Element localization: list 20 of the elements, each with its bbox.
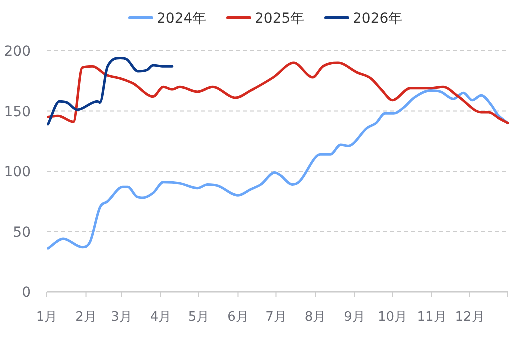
x-tick-label: 2月 (76, 310, 97, 325)
legend-label: 2025年 (255, 11, 305, 27)
x-tick-label: 9月 (344, 310, 366, 325)
x-tick-label: 11月 (417, 310, 447, 325)
x-tick-label: 6月 (228, 310, 249, 325)
x-tick-label: 10月 (378, 310, 408, 325)
legend-label: 2024年 (157, 11, 207, 27)
y-tick-label: 100 (4, 164, 31, 180)
x-tick-label: 8月 (304, 310, 326, 325)
x-tick-label: 12月 (455, 310, 485, 325)
x-tick-label: 4月 (150, 310, 172, 325)
y-tick-label: 0 (22, 285, 31, 301)
y-tick-label: 200 (4, 44, 31, 60)
x-tick-label: 5月 (188, 310, 210, 325)
y-tick-label: 150 (4, 104, 31, 120)
legend-label: 2026年 (353, 11, 403, 27)
x-tick-label: 1月 (36, 310, 58, 325)
x-tick-label: 7月 (266, 310, 287, 325)
y-tick-label: 50 (13, 224, 31, 241)
x-tick-label: 3月 (111, 310, 132, 325)
